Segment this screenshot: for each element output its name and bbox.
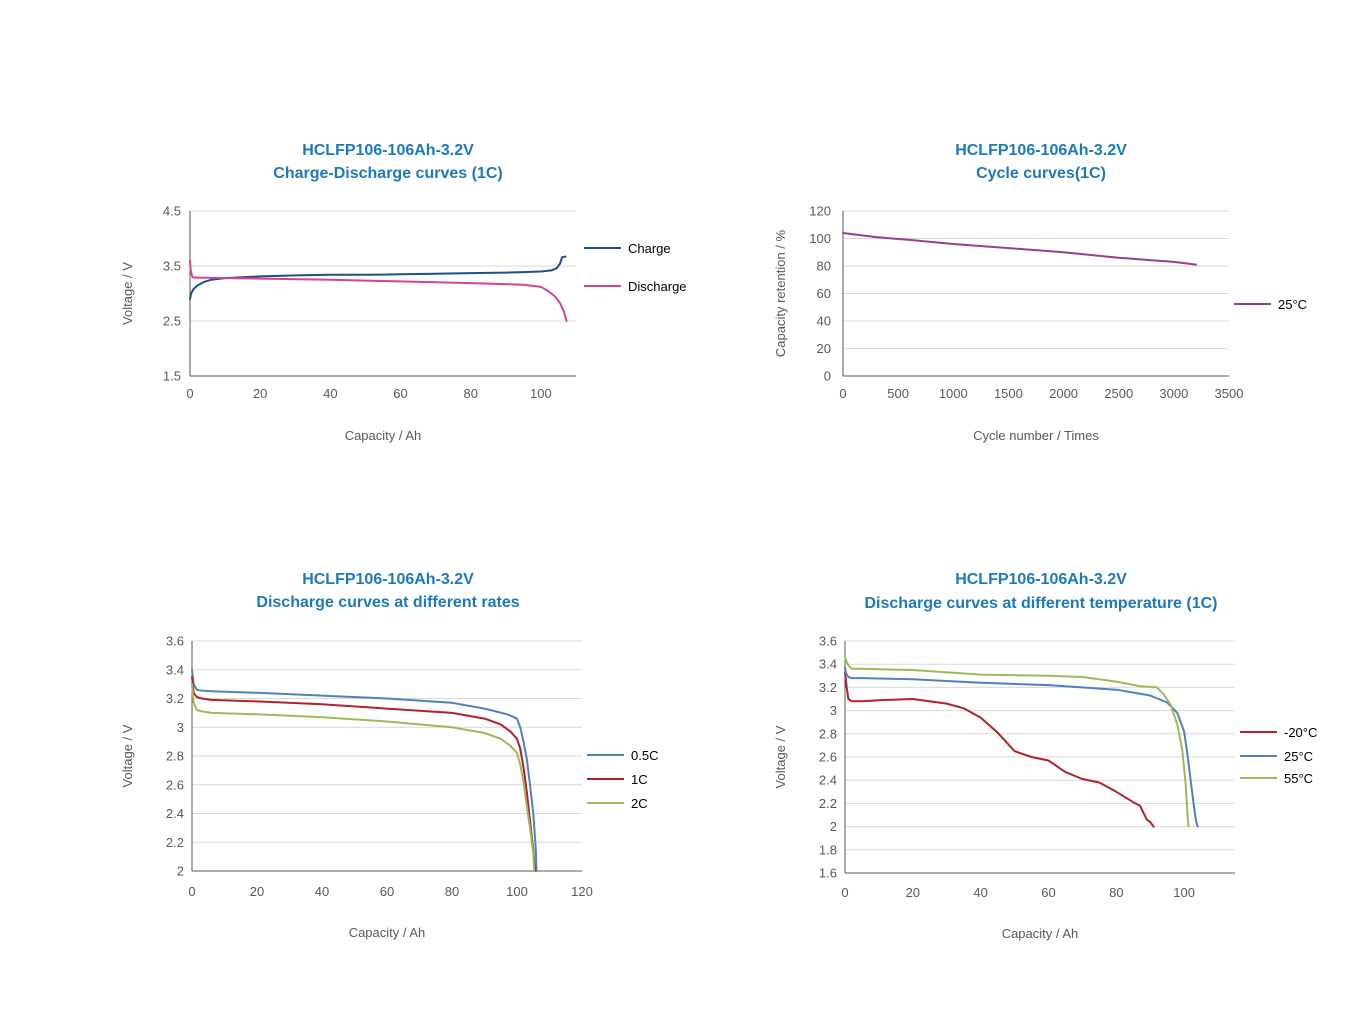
- legend-label: Discharge: [628, 279, 687, 294]
- y-tick-label: 40: [817, 314, 831, 329]
- legend-label: 25°C: [1278, 297, 1307, 312]
- y-axis-label: Voltage / V: [120, 724, 135, 787]
- x-tick-label: 2500: [1104, 386, 1133, 401]
- y-tick-label: 100: [809, 231, 831, 246]
- y-tick-label: 2: [177, 864, 184, 879]
- x-axis-label: Capacity / Ah: [349, 925, 426, 940]
- y-tick-label: 20: [817, 341, 831, 356]
- chart-subtitle: Discharge curves at different temperatur…: [865, 595, 1218, 612]
- chart-title: HCLFP106-106Ah-3.2V: [955, 142, 1127, 159]
- x-tick-label: 0: [839, 386, 846, 401]
- y-tick-label: 0: [824, 369, 831, 384]
- x-axis-label: Cycle number / Times: [973, 428, 1099, 443]
- y-tick-label: 2.8: [819, 726, 837, 741]
- y-tick-label: 3: [177, 720, 184, 735]
- chart-title: HCLFP106-106Ah-3.2V: [302, 571, 474, 588]
- x-tick-label: 80: [445, 884, 459, 899]
- legend-label: 2C: [631, 796, 648, 811]
- x-tick-label: 1000: [939, 386, 968, 401]
- y-tick-label: 2.4: [166, 806, 184, 821]
- y-tick-label: 3: [830, 703, 837, 718]
- x-tick-label: 20: [253, 386, 267, 401]
- x-axis-label: Capacity / Ah: [1002, 926, 1079, 941]
- x-tick-label: 2000: [1049, 386, 1078, 401]
- y-tick-label: 60: [817, 286, 831, 301]
- y-tick-label: 3.6: [166, 634, 184, 649]
- y-tick-label: 2.6: [166, 777, 184, 792]
- legend-label: -20°C: [1284, 725, 1317, 740]
- y-tick-label: 3.4: [819, 657, 837, 672]
- x-tick-label: 0: [188, 884, 195, 899]
- y-tick-label: 1.5: [163, 369, 181, 384]
- y-tick-label: 2.2: [819, 796, 837, 811]
- series-line-25c: [842, 232, 1197, 266]
- y-tick-label: 3.4: [166, 662, 184, 677]
- y-tick-label: 4.5: [163, 204, 181, 219]
- series-line-discharge: [189, 259, 568, 322]
- series-line-1c: [191, 675, 536, 872]
- x-tick-label: 60: [393, 386, 407, 401]
- y-tick-label: 3.5: [163, 259, 181, 274]
- y-tick-label: 2: [830, 819, 837, 834]
- y-tick-label: 2.6: [819, 750, 837, 765]
- series-line-25c: [844, 666, 1199, 828]
- x-tick-label: 60: [380, 884, 394, 899]
- y-tick-label: 3.2: [166, 691, 184, 706]
- x-tick-label: 80: [1109, 885, 1123, 900]
- x-tick-label: 40: [323, 386, 337, 401]
- y-tick-label: 3.2: [819, 680, 837, 695]
- y-axis-label: Voltage / V: [773, 725, 788, 788]
- x-tick-label: 100: [506, 884, 528, 899]
- chart-2: HCLFP106-106Ah-3.2V Cycle curves(1C) 0 20 40…: [773, 142, 1307, 443]
- y-tick-label: 1.8: [819, 842, 837, 857]
- series-line-0.5c: [191, 668, 538, 872]
- y-tick-label: 1.6: [819, 866, 837, 881]
- x-tick-label: 20: [250, 884, 264, 899]
- legend-label: 1C: [631, 772, 648, 787]
- x-tick-label: 40: [973, 885, 987, 900]
- x-axis-label: Capacity / Ah: [345, 428, 422, 443]
- x-tick-label: 3500: [1215, 386, 1244, 401]
- chart-1: HCLFP106-106Ah-3.2V Charge-Discharge curv…: [120, 142, 687, 443]
- x-tick-label: 500: [887, 386, 909, 401]
- chart-3: HCLFP106-106Ah-3.2V Discharge curves at d…: [120, 571, 658, 940]
- chart-4: HCLFP106-106Ah-3.2V Discharge curves at d…: [773, 571, 1317, 941]
- legend-label: 0.5C: [631, 748, 658, 763]
- x-tick-label: 100: [1173, 885, 1195, 900]
- series-line-charge: [189, 255, 567, 300]
- legend-label: Charge: [628, 241, 671, 256]
- chart-subtitle: Discharge curves at different rates: [256, 594, 519, 611]
- legend-label: 25°C: [1284, 749, 1313, 764]
- chart-title: HCLFP106-106Ah-3.2V: [302, 142, 474, 159]
- series-line-2c: [191, 683, 536, 872]
- x-tick-label: 0: [841, 885, 848, 900]
- x-tick-label: 120: [571, 884, 593, 899]
- chart-subtitle: Charge-Discharge curves (1C): [273, 165, 502, 182]
- y-axis-label: Voltage / V: [120, 262, 135, 325]
- x-tick-label: 80: [463, 386, 477, 401]
- y-tick-label: 2.8: [166, 749, 184, 764]
- x-tick-label: 0: [186, 386, 193, 401]
- y-axis-label: Capacity retention / %: [773, 229, 788, 357]
- legend-label: 55°C: [1284, 771, 1313, 786]
- x-tick-label: 100: [530, 386, 552, 401]
- series-line-55c: [844, 655, 1190, 828]
- y-tick-label: 2.4: [819, 773, 837, 788]
- x-tick-label: 1500: [994, 386, 1023, 401]
- x-tick-label: 40: [315, 884, 329, 899]
- x-tick-label: 60: [1041, 885, 1055, 900]
- y-tick-label: 3.6: [819, 634, 837, 649]
- chart-title: HCLFP106-106Ah-3.2V: [955, 571, 1127, 588]
- y-tick-label: 2.2: [166, 835, 184, 850]
- chart-subtitle: Cycle curves(1C): [976, 165, 1106, 182]
- y-tick-label: 120: [809, 204, 831, 219]
- y-tick-label: 80: [817, 259, 831, 274]
- x-tick-label: 20: [906, 885, 920, 900]
- y-tick-label: 2.5: [163, 314, 181, 329]
- series-line--20c: [844, 671, 1155, 828]
- x-tick-label: 3000: [1159, 386, 1188, 401]
